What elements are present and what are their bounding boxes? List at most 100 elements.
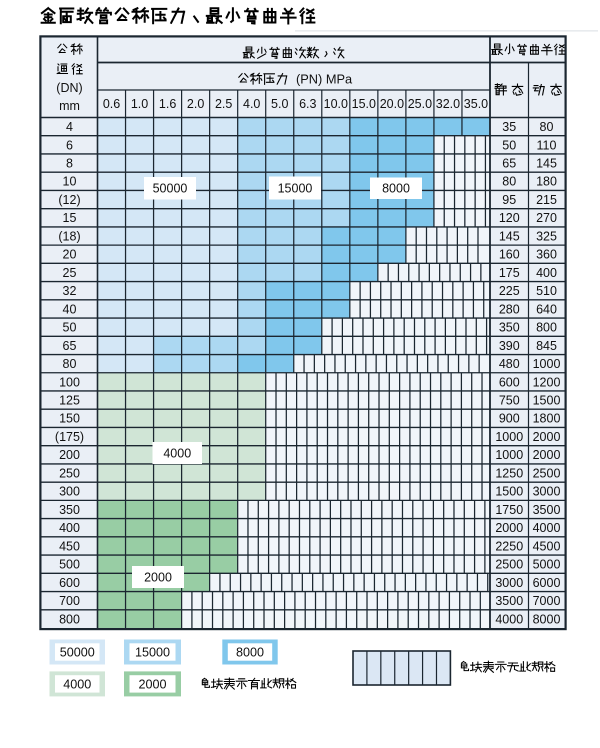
svg-text:250: 250 <box>59 466 80 480</box>
svg-text:145: 145 <box>499 229 520 243</box>
svg-text:15000: 15000 <box>278 181 313 195</box>
svg-text:900: 900 <box>499 412 520 426</box>
svg-text:7000: 7000 <box>533 594 561 608</box>
svg-text:4000: 4000 <box>533 521 561 535</box>
svg-text:4: 4 <box>66 120 73 134</box>
svg-text:15000: 15000 <box>135 645 170 659</box>
svg-text:2000: 2000 <box>138 677 166 691</box>
svg-text:4000: 4000 <box>495 612 523 626</box>
svg-text:160: 160 <box>499 248 520 262</box>
svg-text:8000: 8000 <box>236 645 264 659</box>
svg-text:2000: 2000 <box>533 430 561 444</box>
svg-text:40: 40 <box>63 302 77 316</box>
svg-text:15: 15 <box>63 211 77 225</box>
svg-text:35: 35 <box>502 120 516 134</box>
svg-text:1.0: 1.0 <box>131 97 148 111</box>
svg-text:400: 400 <box>59 521 80 535</box>
svg-text:2.5: 2.5 <box>215 97 232 111</box>
svg-text:2.0: 2.0 <box>187 97 204 111</box>
svg-text:1750: 1750 <box>495 503 523 517</box>
svg-text:2500: 2500 <box>495 558 523 572</box>
svg-text:325: 325 <box>536 229 557 243</box>
svg-text:32: 32 <box>63 284 77 298</box>
svg-text:1200: 1200 <box>533 375 561 389</box>
svg-text:20: 20 <box>63 248 77 262</box>
svg-text:1250: 1250 <box>495 466 523 480</box>
svg-text:3500: 3500 <box>495 594 523 608</box>
svg-text:280: 280 <box>499 302 520 316</box>
svg-text:2500: 2500 <box>533 466 561 480</box>
svg-text:350: 350 <box>499 321 520 335</box>
svg-text:510: 510 <box>536 284 557 298</box>
svg-text:225: 225 <box>499 284 520 298</box>
svg-text:270: 270 <box>536 211 557 225</box>
svg-text:4500: 4500 <box>533 539 561 553</box>
svg-text:300: 300 <box>59 485 80 499</box>
svg-text:mm: mm <box>59 99 80 113</box>
svg-text:(DN): (DN) <box>56 81 82 95</box>
svg-text:35.0: 35.0 <box>464 97 488 111</box>
svg-text:500: 500 <box>59 558 80 572</box>
svg-text:600: 600 <box>59 576 80 590</box>
svg-text:1000: 1000 <box>495 448 523 462</box>
svg-text:2250: 2250 <box>495 539 523 553</box>
svg-text:1800: 1800 <box>533 412 561 426</box>
svg-text:6.3: 6.3 <box>299 97 316 111</box>
svg-text:25.0: 25.0 <box>408 97 432 111</box>
svg-text:6000: 6000 <box>533 576 561 590</box>
svg-text:200: 200 <box>59 448 80 462</box>
svg-text:0.6: 0.6 <box>103 97 120 111</box>
svg-text:10: 10 <box>63 175 77 189</box>
svg-text:50000: 50000 <box>153 182 188 196</box>
svg-text:360: 360 <box>536 248 557 262</box>
svg-text:20.0: 20.0 <box>380 97 404 111</box>
svg-text:8: 8 <box>66 156 73 170</box>
svg-text:1500: 1500 <box>495 485 523 499</box>
svg-text:110: 110 <box>537 138 557 152</box>
svg-text:4000: 4000 <box>163 446 191 460</box>
svg-text:(12): (12) <box>58 193 80 207</box>
svg-text:350: 350 <box>59 503 80 517</box>
svg-text:8000: 8000 <box>382 182 410 196</box>
svg-text:150: 150 <box>59 412 80 426</box>
svg-text:50: 50 <box>63 321 77 335</box>
svg-text:15.0: 15.0 <box>352 97 376 111</box>
svg-text:215: 215 <box>536 193 557 207</box>
svg-text:50: 50 <box>502 138 516 152</box>
svg-text:390: 390 <box>499 339 520 353</box>
svg-text:8000: 8000 <box>533 612 561 626</box>
svg-text:5.0: 5.0 <box>271 97 288 111</box>
svg-text:80: 80 <box>540 120 554 134</box>
svg-text:125: 125 <box>59 394 80 408</box>
svg-text:175: 175 <box>499 266 520 280</box>
svg-text:1.6: 1.6 <box>159 97 176 111</box>
svg-text:400: 400 <box>536 266 557 280</box>
svg-text:450: 450 <box>59 539 80 553</box>
svg-text:1500: 1500 <box>533 394 561 408</box>
svg-text:100: 100 <box>59 375 80 389</box>
svg-text:65: 65 <box>502 156 516 170</box>
svg-text:600: 600 <box>499 375 520 389</box>
svg-text:10.0: 10.0 <box>324 97 348 111</box>
svg-text:95: 95 <box>502 193 516 207</box>
svg-text:1000: 1000 <box>533 357 561 371</box>
svg-text:6: 6 <box>66 138 73 152</box>
svg-text:640: 640 <box>536 302 557 316</box>
svg-text:2000: 2000 <box>144 570 172 584</box>
svg-text:65: 65 <box>63 339 77 353</box>
svg-text:700: 700 <box>59 594 80 608</box>
svg-text:750: 750 <box>499 394 520 408</box>
svg-text:3000: 3000 <box>495 576 523 590</box>
svg-text:180: 180 <box>536 175 557 189</box>
svg-text:3500: 3500 <box>533 503 561 517</box>
svg-text:5000: 5000 <box>533 558 561 572</box>
svg-text:2000: 2000 <box>495 521 523 535</box>
svg-text:80: 80 <box>502 175 516 189</box>
svg-text:25: 25 <box>63 266 77 280</box>
svg-text:480: 480 <box>499 357 520 371</box>
svg-text:845: 845 <box>536 339 557 353</box>
svg-text:145: 145 <box>536 156 557 170</box>
svg-text:800: 800 <box>536 321 557 335</box>
svg-text:1000: 1000 <box>495 430 523 444</box>
svg-text:3000: 3000 <box>533 485 561 499</box>
